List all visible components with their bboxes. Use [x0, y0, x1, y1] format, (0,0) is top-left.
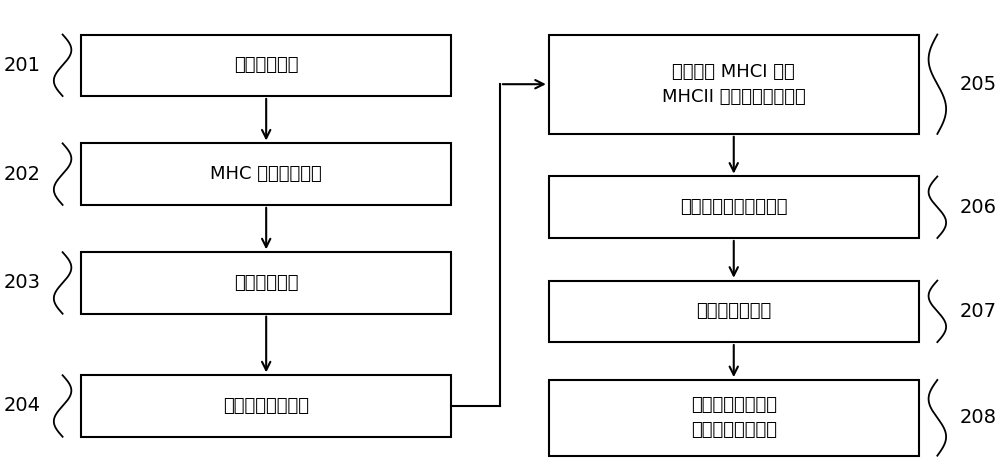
- Text: 208: 208: [960, 408, 997, 427]
- Text: 204: 204: [3, 397, 40, 416]
- Text: 201: 201: [3, 56, 40, 75]
- Text: 突变肽段 MHCI 型和
MHCII 型亲和力预测模块: 突变肽段 MHCI 型和 MHCII 型亲和力预测模块: [662, 63, 806, 106]
- Text: 候选肿瘤新生抗原
综合打分排序模块: 候选肿瘤新生抗原 综合打分排序模块: [691, 397, 777, 439]
- Text: 203: 203: [3, 273, 40, 292]
- FancyBboxPatch shape: [81, 143, 451, 205]
- Text: 变异注释模块: 变异注释模块: [234, 274, 298, 292]
- Text: 克隆性分析模块: 克隆性分析模块: [696, 302, 771, 320]
- Text: 突变肽段预测模块: 突变肽段预测模块: [223, 397, 309, 415]
- FancyBboxPatch shape: [549, 177, 919, 238]
- Text: 205: 205: [960, 75, 997, 94]
- Text: 206: 206: [960, 198, 997, 217]
- FancyBboxPatch shape: [549, 35, 919, 134]
- FancyBboxPatch shape: [81, 35, 451, 96]
- Text: 202: 202: [3, 165, 40, 184]
- FancyBboxPatch shape: [81, 375, 451, 437]
- Text: 207: 207: [960, 302, 997, 321]
- Text: 变异检测模块: 变异检测模块: [234, 56, 298, 74]
- Text: 抗原表达丰度预测模块: 抗原表达丰度预测模块: [680, 198, 788, 216]
- FancyBboxPatch shape: [549, 280, 919, 342]
- FancyBboxPatch shape: [549, 380, 919, 456]
- Text: MHC 分子鉴定模块: MHC 分子鉴定模块: [210, 165, 322, 183]
- FancyBboxPatch shape: [81, 252, 451, 314]
